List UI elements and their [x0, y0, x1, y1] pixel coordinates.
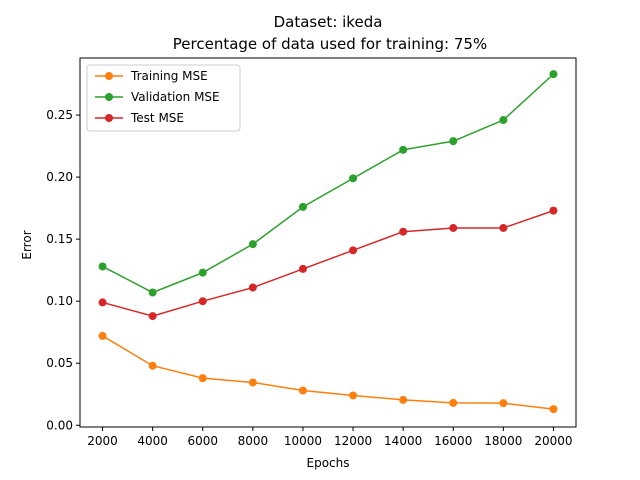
series-0-point-4: [298, 386, 307, 395]
series-0-point-9: [549, 405, 558, 414]
x-tick-label-4: 10000: [284, 434, 322, 448]
series-0-point-7: [449, 398, 458, 407]
x-tick-label-8: 18000: [484, 434, 522, 448]
chart-title-line2: Percentage of data used for training: 75…: [173, 35, 487, 53]
legend-label-1: Validation MSE: [131, 90, 220, 104]
series-1-point-2: [198, 268, 207, 277]
series-0-point-0: [98, 331, 107, 340]
legend-marker-1: [105, 93, 113, 101]
series-1-point-4: [298, 202, 307, 211]
x-axis-label: Epochs: [307, 456, 350, 470]
legend-marker-0: [105, 72, 113, 80]
y-tick-label-1: 0.05: [46, 356, 73, 370]
x-tick-label-0: 2000: [87, 434, 118, 448]
series-2-point-2: [198, 297, 207, 306]
series-2-point-5: [349, 246, 358, 255]
series-2-point-0: [98, 298, 107, 307]
series-1-point-1: [148, 288, 157, 297]
y-tick-label-2: 0.10: [46, 294, 73, 308]
series-line-0: [102, 335, 554, 410]
x-tick-label-5: 12000: [334, 434, 372, 448]
series-2-point-6: [399, 227, 408, 236]
series-1-point-0: [98, 262, 107, 271]
y-tick-label-0: 0.00: [46, 418, 73, 432]
chart-title-line1: Dataset: ikeda: [274, 13, 383, 31]
series-line-1: [102, 73, 554, 294]
legend-box: [86, 64, 241, 132]
series-0-point-3: [248, 378, 257, 387]
x-tick-label-6: 14000: [384, 434, 422, 448]
series-1-point-6: [399, 145, 408, 154]
legend-label-2: Test MSE: [130, 111, 184, 125]
plot-area: 2000 4000 6000 8000 10000 12000 14000 16000 1800…: [46, 57, 577, 448]
x-tick-label-3: 8000: [238, 434, 269, 448]
plot-frame: [79, 57, 577, 428]
x-tick-label-1: 4000: [137, 434, 168, 448]
series-1-point-9: [549, 70, 558, 79]
series-0-point-2: [198, 374, 207, 383]
y-tick-label-5: 0.25: [46, 108, 73, 122]
series-0-point-5: [349, 391, 358, 400]
x-tick-label-7: 16000: [434, 434, 472, 448]
series-0-point-8: [499, 399, 508, 408]
series-0-point-6: [399, 395, 408, 404]
x-tick-label-2: 6000: [187, 434, 218, 448]
series-1-point-7: [449, 137, 458, 146]
legend: Training MSE Validation MSE Test MSE: [86, 64, 241, 132]
series-2-point-7: [449, 223, 458, 232]
series-2-point-4: [298, 264, 307, 273]
series-1-point-3: [248, 240, 257, 249]
legend-marker-2: [105, 114, 113, 122]
series-2-point-9: [549, 206, 558, 215]
series-2-point-1: [148, 312, 157, 321]
legend-label-0: Training MSE: [130, 69, 208, 83]
y-tick-label-4: 0.20: [46, 170, 73, 184]
y-axis-label: Error: [20, 230, 34, 259]
series-2-point-3: [248, 283, 257, 292]
series-line-2: [102, 209, 554, 317]
series-1-point-5: [349, 174, 358, 183]
series-1-point-8: [499, 116, 508, 125]
series-0-point-1: [148, 361, 157, 370]
y-tick-label-3: 0.15: [46, 232, 73, 246]
series-2-point-8: [499, 223, 508, 232]
x-tick-label-9: 20000: [534, 434, 572, 448]
